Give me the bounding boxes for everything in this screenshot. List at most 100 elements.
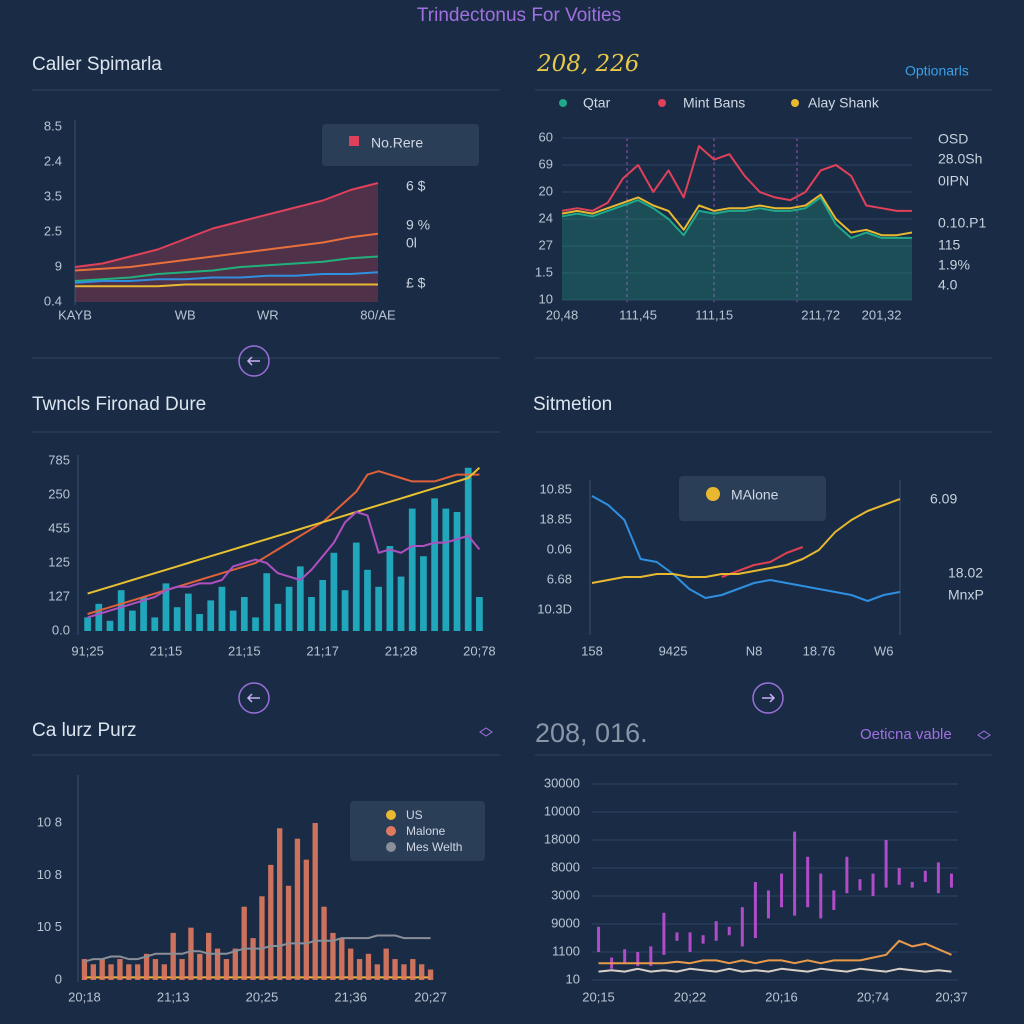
panel-title: Sitmetion [533,394,612,415]
legend-label: Malone [406,824,446,838]
x-tick-label: 20;27 [414,989,447,1004]
line [561,196,912,239]
y-tick-label: 1100 [552,943,580,958]
nav-button[interactable] [238,682,270,714]
bar [170,932,176,980]
y-tick-label: 10 8 [37,867,62,882]
y-tick-label: 10.85 [539,481,572,496]
bar [241,906,247,980]
y-tick-label: 1.5 [535,264,553,279]
x-tick-label: 18.76 [803,643,836,658]
bar [84,617,91,631]
link[interactable]: Oeticna vable [860,726,952,743]
bar [95,603,103,631]
panel-title: Twncls Fironad Dure [32,394,206,415]
x-tick-label: W6 [874,643,894,658]
annotation: 9 % [406,217,430,233]
bar [348,948,354,980]
bar [383,948,389,980]
bar [308,597,315,631]
x-tick-label: 9425 [659,643,688,658]
y-tick-label: 10 [539,291,553,306]
x-tick-label: 21;17 [306,643,339,658]
area-fill [562,197,912,300]
y-tick-label: 60 [539,129,553,144]
nav-button[interactable] [238,345,270,377]
area-fill [75,183,378,302]
annotation: 18.02 [948,565,983,581]
bar [206,932,212,980]
line [74,255,379,282]
y-tick-label: 3000 [551,887,580,902]
nav-arrow [762,693,776,703]
legend-box [322,124,479,166]
bar [117,590,125,631]
x-tick-label: 21;15 [150,643,183,658]
line [591,495,901,602]
nav-button[interactable] [752,682,784,714]
bar [274,603,282,631]
bar [420,556,427,631]
bar [296,566,304,631]
y-tick-label: 9 [55,258,62,273]
bar [268,864,274,980]
bar [303,859,309,980]
bar [285,586,293,631]
bar [197,953,203,980]
panel-title: 208, 226 [536,51,639,77]
bar [365,953,372,980]
legend-label: Qtar [583,95,611,111]
bar [330,932,336,980]
annotation: 115 [938,237,961,253]
y-tick-label: 250 [48,486,70,501]
annotation: 4.0 [938,277,958,293]
y-tick-label: 2.5 [44,223,62,238]
legend-swatch [658,99,666,107]
annotation: 0l [406,235,417,251]
legend-label: MAlone [731,487,779,503]
bar [442,508,450,631]
annotation: OSD [938,131,968,147]
y-tick-label: 127 [48,588,70,603]
line [87,470,480,615]
x-tick-label: 20,48 [546,307,579,322]
annotation: MnxP [948,587,984,603]
bar [135,964,141,980]
bar [129,610,136,631]
x-tick-label: 20;78 [463,643,496,658]
annotation: 1.9% [938,257,970,273]
x-tick-label: 21;36 [334,989,367,1004]
bar [464,467,472,631]
line [75,283,378,288]
x-tick-label: 20;18 [68,989,101,1004]
bar [162,583,170,631]
nav-circle [238,682,270,714]
x-tick-label: WB [175,307,196,322]
link[interactable]: Optionarls [905,63,969,79]
legend-swatch [386,842,396,852]
y-tick-label: 20 [539,183,553,198]
bar [184,593,192,631]
bar [397,576,405,631]
bar [339,938,345,980]
bar [207,600,215,631]
bar [140,597,147,631]
icon [977,730,991,740]
y-tick-label: 8.5 [44,118,62,133]
bar [179,959,185,980]
annotation: 6.09 [930,491,957,507]
x-tick-label: 111,15 [695,307,733,322]
y-tick-label: 10 [566,971,580,986]
bar [218,586,226,631]
line [74,182,379,268]
line [591,498,901,584]
y-tick-label: 18000 [544,831,580,846]
icon [479,727,493,737]
line [598,967,952,973]
y-tick-label: 9000 [551,915,580,930]
bar [321,906,327,980]
